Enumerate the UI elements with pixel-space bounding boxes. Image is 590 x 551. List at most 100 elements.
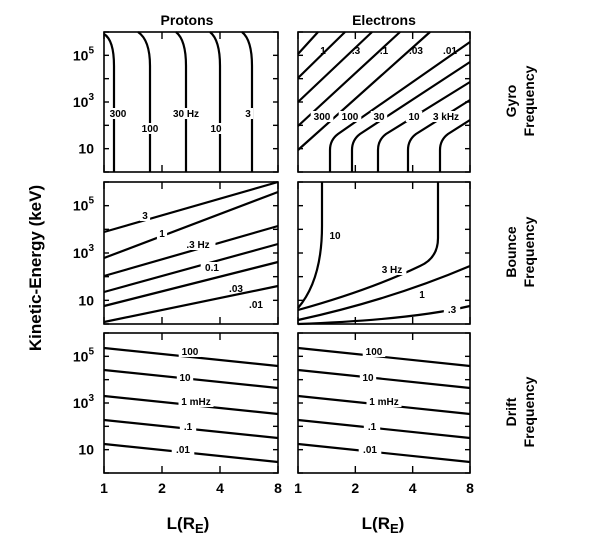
x-tick-label: 2: [158, 480, 166, 496]
contour-label: .01: [249, 300, 263, 311]
contour-label: 1: [320, 46, 326, 57]
contour-label: .03: [409, 46, 423, 57]
contour-label: .01: [443, 46, 457, 57]
contour-label-bg: [207, 123, 225, 134]
contour-label-bg: [242, 108, 254, 119]
x-tick-label: 4: [409, 480, 417, 496]
contour-line: [297, 31, 346, 79]
x-tick-label: 1: [100, 480, 108, 496]
y-tick-label: 105: [73, 196, 95, 214]
contour-label-bg: [347, 45, 365, 56]
contour-line: [297, 418, 471, 440]
contour-label: .3: [448, 305, 457, 316]
svg-text:Frequency: Frequency: [521, 376, 537, 447]
contour-line: [297, 442, 471, 464]
svg-text:Bounce: Bounce: [503, 226, 519, 278]
contour-label-bg: [377, 264, 407, 275]
contour-label-bg: [138, 123, 162, 134]
contour-line: [241, 31, 254, 172]
contour-line: [103, 242, 279, 294]
contour-label: 100: [342, 112, 359, 123]
contour-label: 30 Hz: [173, 109, 199, 120]
contour-line: [350, 61, 471, 172]
contour-label-bg: [416, 289, 428, 300]
contour-label: 10: [362, 373, 374, 384]
contour-label-bg: [171, 444, 195, 455]
y-tick-label: 10: [78, 141, 94, 157]
contour-label-bg: [168, 108, 204, 119]
x-axis-title-right: L(RE): [362, 514, 405, 536]
column-title-protons: Protons: [161, 12, 214, 28]
contour-label-bg: [428, 111, 464, 122]
y-tick-label: 103: [73, 393, 95, 411]
contour-label-bg: [363, 421, 381, 432]
x-tick-label: 1: [294, 480, 302, 496]
contour-label-bg: [326, 230, 344, 241]
x-tick-label: 8: [274, 480, 282, 496]
contour-label: 3 kHz: [433, 112, 459, 123]
contour-label: 10: [210, 124, 222, 135]
contour-label: .1: [184, 422, 193, 433]
contour-line: [103, 180, 279, 234]
contour-line: [297, 31, 373, 103]
contour-label: 300: [110, 109, 127, 120]
contour-label: 0.1: [205, 263, 219, 274]
contour-line: [297, 31, 319, 55]
contour-label: 100: [142, 124, 159, 135]
svg-text:Frequency: Frequency: [521, 65, 537, 136]
x-tick-label: 8: [466, 480, 474, 496]
contour-label: 300: [314, 112, 331, 123]
contour-line: [103, 260, 279, 308]
panel-bounce-electrons: 10 3 Hz 1 .3: [297, 181, 471, 326]
contour-label-bg: [106, 108, 130, 119]
contour-line: [297, 368, 471, 390]
y-tick-label: 105: [73, 346, 95, 364]
contour-label-bg: [224, 283, 248, 294]
svg-text:Frequency: Frequency: [521, 216, 537, 287]
contour-label: .1: [368, 422, 377, 433]
x-tick-label: 2: [351, 480, 359, 496]
contour-line: [376, 81, 471, 172]
contour-label: .3 Hz: [186, 240, 209, 251]
contour-label-bg: [370, 111, 388, 122]
contour-line: [103, 190, 279, 260]
contour-line: [103, 284, 279, 324]
contour-label: 10: [329, 231, 341, 242]
contour-label-bg: [405, 111, 423, 122]
contour-label-bg: [310, 111, 334, 122]
contour-label: 100: [182, 347, 199, 358]
contour-label-bg: [139, 210, 151, 221]
contour-label-bg: [366, 396, 402, 407]
contour-label-bg: [358, 444, 382, 455]
contour-label: 1: [419, 290, 425, 301]
svg-text:Gyro: Gyro: [503, 85, 519, 118]
contour-label: .03: [229, 284, 243, 295]
contour-line: [297, 264, 471, 322]
contour-label: 1 mHz: [181, 397, 210, 408]
row-label-drift: Drift Frequency: [503, 376, 537, 447]
y-tick-label: 10: [78, 442, 94, 458]
contour-label: .3: [352, 46, 361, 57]
panel-drift-protons: 105 103 10 100 10 1 mHz .1 .01: [73, 332, 279, 474]
contour-label: 3: [142, 211, 148, 222]
contour-line: [297, 182, 324, 309]
y-tick-label: 103: [73, 243, 95, 261]
contour-label-bg: [443, 304, 461, 315]
column-title-electrons: Electrons: [352, 12, 416, 28]
panel-gyro-electrons: 1 .3 .1 .03 .01 300 100 30 10 3 kHz: [297, 31, 471, 173]
contour-label: 1: [159, 229, 165, 240]
contour-label-bg: [359, 372, 377, 383]
contour-label-bg: [178, 396, 214, 407]
contour-label-bg: [176, 372, 194, 383]
contour-line: [297, 31, 431, 151]
panel-drift-electrons: 100 10 1 mHz .1 .01: [297, 332, 471, 474]
y-axis-title: Kinetic-Energy (keV): [26, 185, 45, 351]
contour-label: 3 Hz: [382, 265, 403, 276]
contour-label: 10: [179, 373, 191, 384]
contour-label: 3: [245, 109, 251, 120]
row-label-bounce: Bounce Frequency: [503, 216, 537, 287]
contour-label: 100: [366, 347, 383, 358]
